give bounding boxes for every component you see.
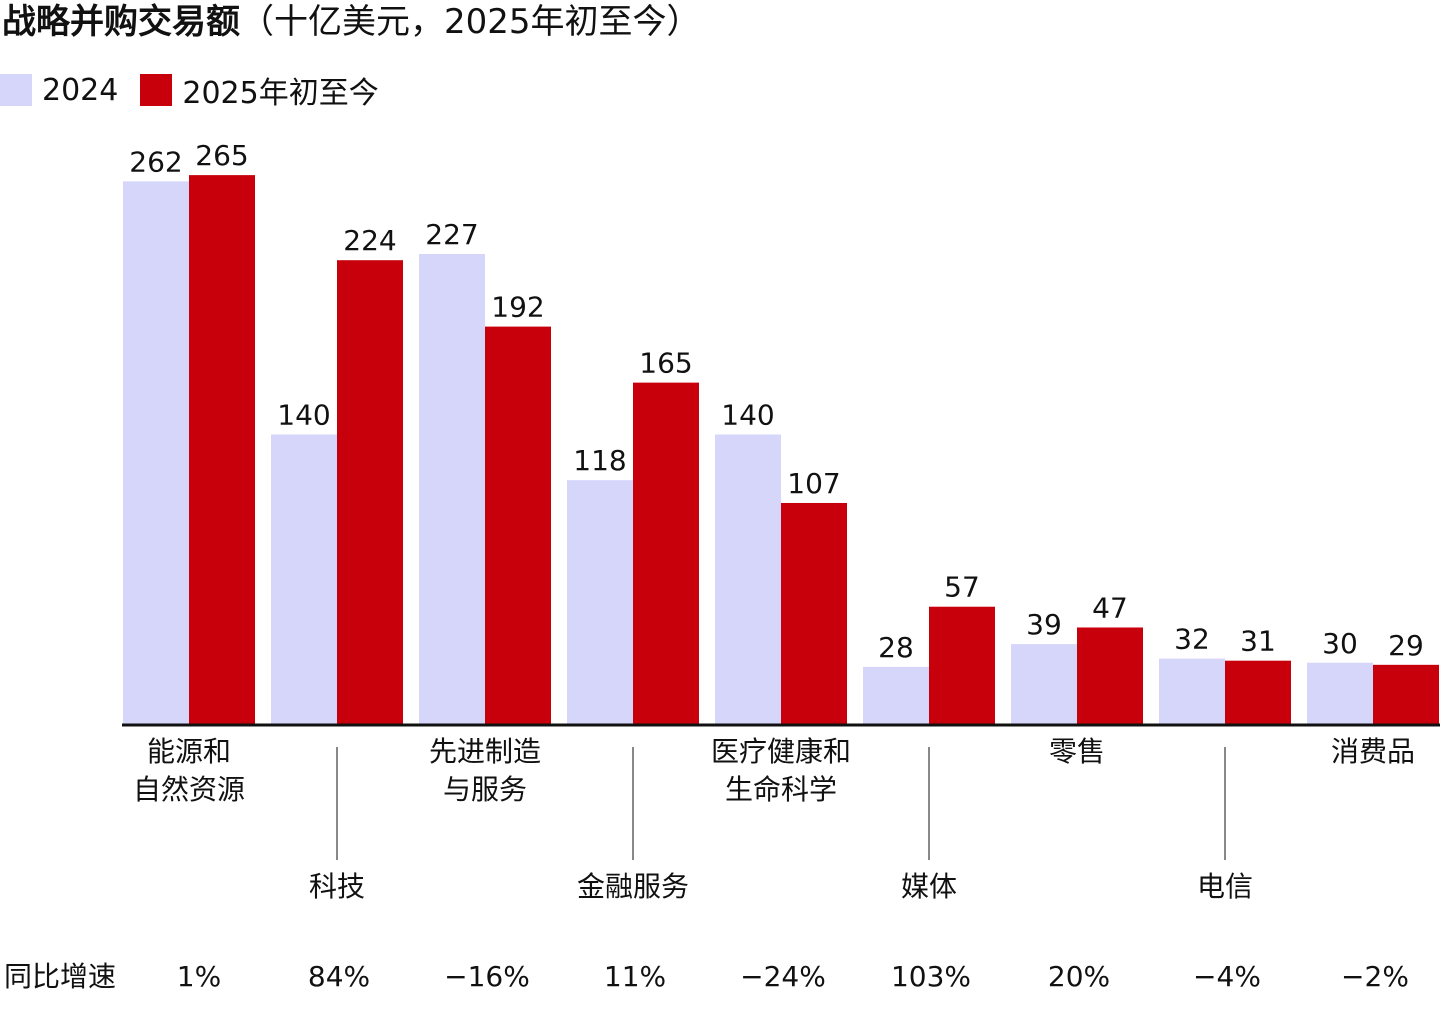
legend-label-2024: 2024 bbox=[42, 72, 119, 108]
yoy-value-6: 20% bbox=[1048, 960, 1110, 993]
bar-2025-ytd-8 bbox=[1373, 664, 1439, 725]
bar-2025-ytd-1 bbox=[337, 260, 403, 725]
value-label-2024-8: 30 bbox=[1322, 627, 1358, 660]
value-label-2025-ytd-4: 107 bbox=[787, 467, 840, 500]
value-label-2025-ytd-6: 47 bbox=[1092, 591, 1128, 624]
chart-title: 战略并购交易额（十亿美元，2025年初至今） bbox=[2, 0, 701, 44]
yoy-row-header: 同比增速 bbox=[4, 960, 116, 993]
bar-2025-ytd-7 bbox=[1225, 660, 1291, 725]
bar-2024-3 bbox=[567, 480, 633, 725]
legend: 2024 2025年初至今 bbox=[0, 72, 401, 111]
yoy-value-2: −16% bbox=[444, 960, 530, 993]
category-label-4-line-1: 生命科学 bbox=[725, 773, 837, 806]
yoy-value-0: 1% bbox=[177, 960, 221, 993]
bar-2025-ytd-5 bbox=[929, 606, 995, 725]
bar-2024-4 bbox=[715, 434, 781, 725]
yoy-value-7: −4% bbox=[1193, 960, 1261, 993]
yoy-value-8: −2% bbox=[1341, 960, 1409, 993]
category-label-0-line-0: 能源和 bbox=[147, 735, 231, 768]
value-label-2025-ytd-1: 224 bbox=[343, 224, 396, 257]
value-label-2025-ytd-7: 31 bbox=[1240, 625, 1276, 658]
chart-title-main: 战略并购交易额 bbox=[2, 2, 240, 42]
yoy-value-1: 84% bbox=[308, 960, 370, 993]
category-label-2-line-1: 与服务 bbox=[443, 773, 527, 806]
chart-title-unit: （十亿美元，2025年初至今） bbox=[240, 2, 701, 42]
category-label-3-line-0: 金融服务 bbox=[577, 870, 689, 903]
bar-2025-ytd-0 bbox=[189, 175, 255, 725]
value-label-2025-ytd-8: 29 bbox=[1388, 629, 1424, 662]
category-label-1-line-0: 科技 bbox=[309, 870, 365, 903]
legend-label-2025-ytd: 2025年初至今 bbox=[182, 76, 379, 111]
category-label-7-line-0: 电信 bbox=[1197, 870, 1253, 903]
category-label-4-line-0: 医疗健康和 bbox=[711, 735, 851, 768]
legend-swatch-2025-ytd bbox=[140, 74, 173, 106]
legend-item-2025-ytd: 2025年初至今 bbox=[140, 68, 379, 112]
bar-2024-6 bbox=[1011, 644, 1077, 725]
bar-2024-2 bbox=[419, 253, 485, 725]
bar-2025-ytd-2 bbox=[485, 326, 551, 725]
bar-2024-7 bbox=[1159, 658, 1225, 725]
bar-2024-1 bbox=[271, 434, 337, 725]
value-label-2024-7: 32 bbox=[1174, 623, 1210, 656]
value-label-2024-1: 140 bbox=[277, 399, 330, 432]
yoy-value-5: 103% bbox=[891, 960, 971, 993]
category-label-0-line-1: 自然资源 bbox=[133, 773, 245, 806]
value-label-2024-5: 28 bbox=[878, 631, 914, 664]
legend-swatch-2024 bbox=[0, 74, 32, 106]
category-label-5-line-0: 媒体 bbox=[901, 870, 957, 903]
bar-2024-8 bbox=[1307, 662, 1373, 725]
value-label-2025-ytd-0: 265 bbox=[195, 139, 248, 172]
bar-2025-ytd-4 bbox=[781, 502, 847, 725]
value-label-2024-2: 227 bbox=[425, 218, 478, 251]
bar-2024-0 bbox=[123, 181, 189, 726]
value-label-2024-0: 262 bbox=[129, 145, 182, 178]
bar-2025-ytd-3 bbox=[633, 382, 699, 725]
category-label-2-line-0: 先进制造 bbox=[429, 735, 541, 768]
yoy-value-3: 11% bbox=[604, 960, 666, 993]
value-label-2024-6: 39 bbox=[1026, 608, 1062, 641]
value-label-2025-ytd-3: 165 bbox=[639, 347, 692, 380]
category-label-6-line-0: 零售 bbox=[1049, 735, 1105, 768]
bar-2025-ytd-6 bbox=[1077, 627, 1143, 725]
value-label-2025-ytd-5: 57 bbox=[944, 571, 980, 604]
yoy-value-4: −24% bbox=[740, 960, 826, 993]
category-label-8-line-0: 消费品 bbox=[1331, 735, 1415, 768]
value-label-2024-3: 118 bbox=[573, 444, 626, 477]
legend-item-2024: 2024 bbox=[0, 73, 118, 108]
bar-2024-5 bbox=[863, 666, 929, 725]
value-label-2025-ytd-2: 192 bbox=[491, 291, 544, 324]
value-label-2024-4: 140 bbox=[721, 399, 774, 432]
